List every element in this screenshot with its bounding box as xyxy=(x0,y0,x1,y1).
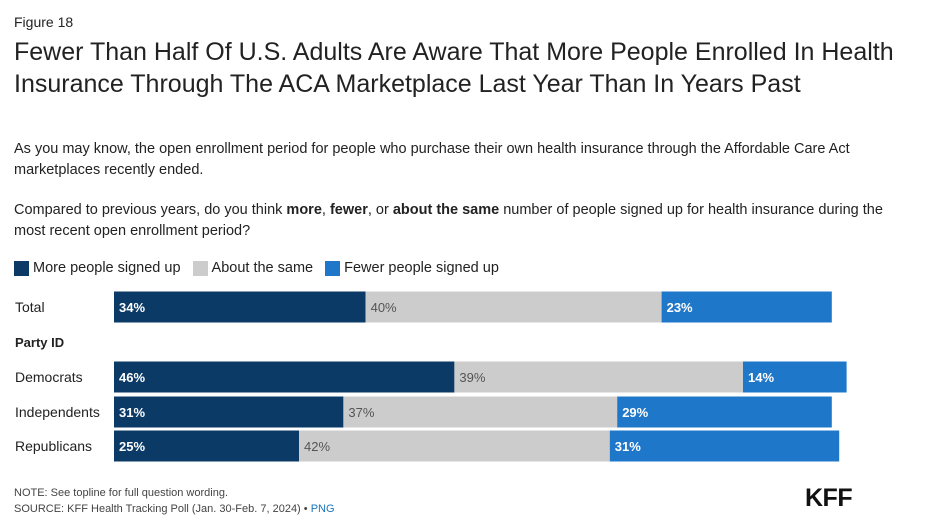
data-label-fewer: 23% xyxy=(667,300,693,315)
footer-note: NOTE: See topline for full question word… xyxy=(14,487,229,499)
question-sep-2: , or xyxy=(367,202,393,218)
data-label-more: 46% xyxy=(119,370,145,385)
source-bullet: • xyxy=(300,503,311,515)
bar-fewer xyxy=(661,291,832,323)
category-label: Democrats xyxy=(15,369,83,385)
data-label-fewer: 31% xyxy=(615,439,641,454)
bar-fewer xyxy=(609,430,840,462)
data-label-same: 37% xyxy=(348,405,374,420)
question-same: about the same xyxy=(392,202,500,218)
data-label-more: 31% xyxy=(119,405,145,420)
data-label-more: 34% xyxy=(119,300,145,315)
data-label-fewer: 29% xyxy=(622,405,648,420)
figure-label: Figure 18 xyxy=(14,14,74,30)
question-sep-1: , xyxy=(321,202,330,218)
bar-same xyxy=(343,396,618,428)
legend-label-more: More people signed up xyxy=(33,260,181,276)
data-label-same: 40% xyxy=(371,300,397,315)
legend-item-more: More people signed up xyxy=(14,260,181,276)
bar-same xyxy=(299,430,610,462)
chart-subtitle: As you may know, the open enrollment per… xyxy=(14,141,850,178)
bar-more xyxy=(114,396,344,428)
bar-more xyxy=(114,291,366,323)
bar-more xyxy=(114,361,455,393)
legend-item-same: About the same xyxy=(192,260,314,276)
legend-item-fewer: Fewer people signed up xyxy=(325,260,499,276)
chart-legend: More people signed up About the same Few… xyxy=(14,260,511,276)
bar-fewer xyxy=(743,361,847,393)
legend-swatch-more xyxy=(14,260,29,276)
category-label: Total xyxy=(15,299,45,315)
source-text: SOURCE: KFF Health Tracking Poll (Jan. 3… xyxy=(14,503,301,515)
chart-title: Fewer Than Half Of U.S. Adults Are Aware… xyxy=(14,38,894,98)
kff-logo: KFF xyxy=(805,484,853,512)
question-part-1: Compared to previous years, do you think xyxy=(14,202,287,218)
legend-swatch-fewer xyxy=(325,260,341,276)
legend-label-same: About the same xyxy=(211,260,314,276)
bar-more xyxy=(114,430,299,462)
stacked-bar-chart: Party ID Total 34% 40% 23% Democrats 46% 39% 14%… xyxy=(15,291,847,462)
category-label: Independents xyxy=(15,404,100,420)
bar-same xyxy=(365,291,662,323)
footer-source: SOURCE: KFF Health Tracking Poll (Jan. 3… xyxy=(14,501,335,517)
category-label: Republicans xyxy=(15,438,92,454)
question-part-2: number of people signed up for health in… xyxy=(14,202,883,239)
data-label-same: 42% xyxy=(304,439,330,454)
bar-same xyxy=(454,361,743,393)
data-label-fewer: 14% xyxy=(748,370,774,385)
bar-fewer xyxy=(617,396,832,428)
data-label-more: 25% xyxy=(119,439,145,454)
legend-swatch-same xyxy=(192,260,208,276)
question-fewer: fewer xyxy=(329,202,368,218)
question-more: more xyxy=(286,202,322,218)
data-label-same: 39% xyxy=(459,370,485,385)
png-download-link[interactable]: PNG xyxy=(310,503,335,515)
group-heading: Party ID xyxy=(15,335,64,350)
legend-label-fewer: Fewer people signed up xyxy=(344,260,499,276)
survey-question: Compared to previous years, do you think… xyxy=(14,200,894,242)
